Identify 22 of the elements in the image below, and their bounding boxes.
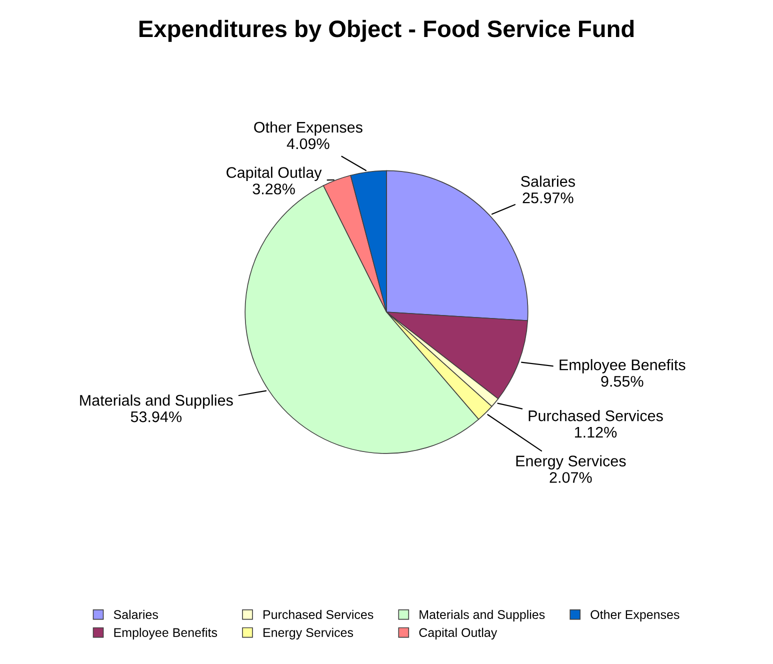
legend-label: Materials and Supplies (420, 610, 545, 622)
slice-label: Materials and Supplies (80, 394, 233, 409)
legend-label: Purchased Services (264, 610, 374, 620)
slice-label: Purchased Services (528, 410, 663, 422)
data-label: 2.07% (550, 472, 592, 483)
legend-label: Salaries (114, 610, 158, 620)
legend-label: Capital Outlay (419, 628, 498, 640)
slice-label: Salaries (521, 176, 575, 187)
slice-label: Energy Services (516, 455, 626, 470)
slice-label: Capital Outlay (226, 166, 322, 181)
slice-label: Other Expenses (254, 121, 362, 136)
legend-label: Other Expenses (590, 610, 680, 622)
data-label: 53.94% (130, 411, 182, 422)
data-label: 4.09% (286, 138, 330, 150)
data-label: 25.97% (522, 192, 574, 204)
data-label: 1.12% (575, 426, 617, 438)
chart-title: Expenditures by Object - Food Service Fund (139, 20, 634, 42)
data-label: 9.55% (601, 376, 644, 387)
slice-label: Employee Benefits (560, 359, 686, 374)
legend-label: Employee Benefits (114, 628, 218, 640)
legend-label: Energy Services (264, 628, 354, 640)
data-label: 3.28% (252, 184, 295, 194)
